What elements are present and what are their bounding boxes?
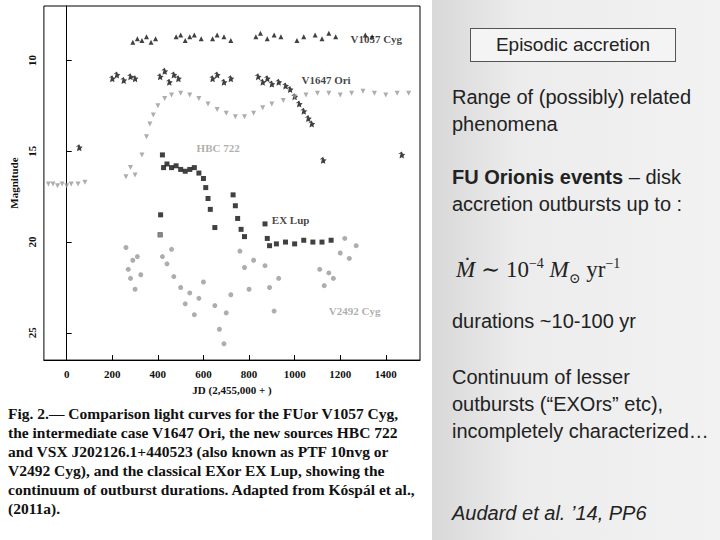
svg-text:200: 200	[104, 368, 121, 380]
svg-text:V2492 Cyg: V2492 Cyg	[329, 305, 381, 317]
svg-text:JD (2,455,000 + ): JD (2,455,000 + )	[192, 384, 272, 397]
html-text:Continuum of lesser outbursts: Continuum of lesser outbursts (“EXOrs” e…	[452, 366, 709, 442]
html-text:Episodic accretion: Episodic accretion	[495, 34, 651, 55]
svg-text:10: 10	[26, 54, 38, 66]
svg-text:15: 15	[26, 145, 38, 157]
svg-text:20: 20	[26, 236, 38, 248]
svg-text:25: 25	[26, 327, 38, 339]
svg-text:0: 0	[64, 368, 70, 380]
svg-text:600: 600	[195, 368, 212, 380]
svg-text:1400: 1400	[375, 368, 398, 380]
html-text:Fig. 2.— Comparison light curv: Fig. 2.— Comparison light curves for the…	[8, 405, 415, 517]
html-text:Ṁ ∼ 10−4 M⊙yr−1: Ṁ ∼ 10−4 M⊙yr−1	[456, 256, 621, 286]
svg-text:V1057 Cyg: V1057 Cyg	[350, 33, 402, 45]
svg-text:800: 800	[241, 368, 258, 380]
svg-text:V1647 Ori: V1647 Ori	[301, 74, 350, 86]
html-text:Audard et al. ’14, PP6: Audard et al. ’14, PP6	[452, 502, 647, 524]
svg-text:1200: 1200	[329, 368, 352, 380]
svg-text:400: 400	[150, 368, 167, 380]
html-text:Range of (possibly) related ph: Range of (possibly) related phenomena	[452, 86, 691, 135]
svg-text:EX Lup: EX Lup	[272, 214, 310, 226]
svg-text:1000: 1000	[284, 368, 307, 380]
svg-text:Magnitude: Magnitude	[8, 157, 20, 208]
svg-text:HBC 722: HBC 722	[197, 142, 241, 154]
html-text:durations ~10-100 yr: durations ~10-100 yr	[452, 310, 636, 332]
html-text:FU Orionis events – disk accre: FU Orionis events – disk accretion outbu…	[452, 166, 683, 215]
